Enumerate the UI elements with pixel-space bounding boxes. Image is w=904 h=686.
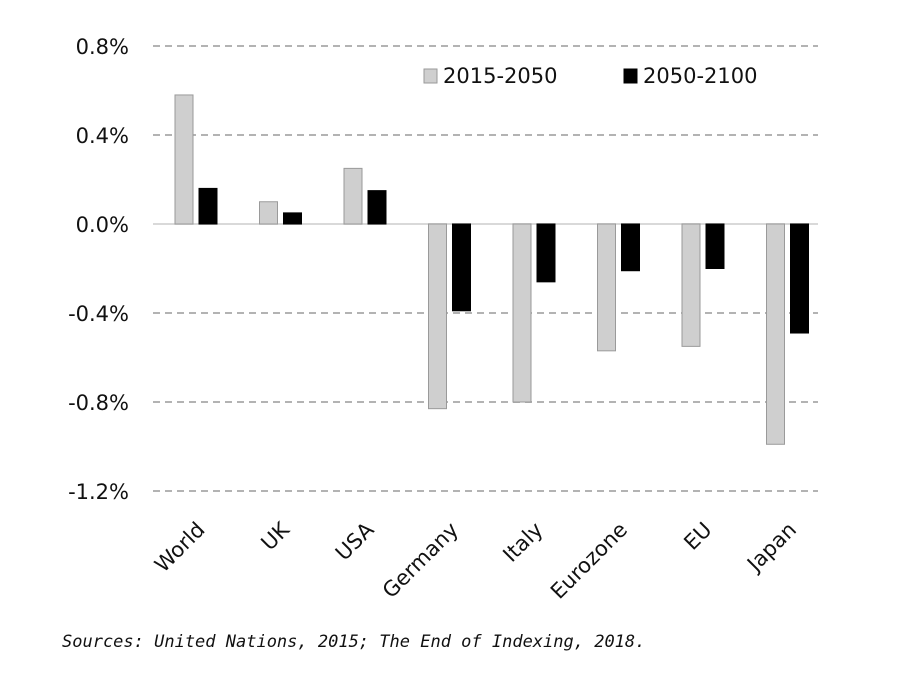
legend-swatch [423, 68, 438, 84]
bar-2015-2050-Eurozone [597, 223, 616, 352]
bar-2015-2050-UK [259, 201, 278, 225]
x-category-label: Italy [498, 518, 547, 567]
bar-2015-2050-USA [343, 167, 363, 225]
x-category-label: World [150, 518, 210, 578]
x-category-label: EU [679, 518, 716, 555]
y-tick-label: 0.0% [76, 213, 129, 237]
x-category-label: Germany [378, 518, 463, 603]
x-category-label: Japan [741, 518, 801, 578]
legend-label: 2050-2100 [643, 64, 757, 88]
legend-swatch [623, 68, 638, 84]
bar-2015-2050-Japan [766, 223, 785, 445]
bar-2050-2100-Eurozone [621, 223, 640, 272]
bar-2015-2050-World [174, 94, 194, 225]
bar-2050-2100-EU [705, 223, 725, 269]
bar-2050-2100-UK [283, 212, 302, 225]
y-tick-label: 0.4% [76, 124, 129, 148]
y-tick-label: 0.8% [76, 35, 129, 59]
bars [174, 94, 809, 445]
x-category-label: USA [331, 517, 379, 565]
x-category-label: UK [256, 517, 294, 555]
bar-chart: 0.8% 0.4% 0.0% -0.4% -0.8% -1.2% World UK USA Ge… [68, 35, 818, 604]
bar-2050-2100-USA [367, 190, 387, 225]
y-tick-label: -1.2% [68, 480, 129, 504]
legend-label: 2015-2050 [443, 64, 557, 88]
bar-2015-2050-EU [681, 223, 701, 347]
bar-2050-2100-Italy [536, 223, 556, 283]
bar-2015-2050-Germany [428, 223, 447, 410]
bar-2015-2050-Italy [512, 223, 532, 403]
y-axis-ticks: 0.8% 0.4% 0.0% -0.4% -0.8% -1.2% [68, 35, 129, 504]
legend: 2015-2050 2050-2100 [423, 64, 757, 88]
y-tick-label: -0.4% [68, 302, 129, 326]
bar-2050-2100-Germany [452, 223, 471, 312]
source-note: Sources: United Nations, 2015; The End o… [62, 632, 646, 652]
bar-2050-2100-Japan [790, 223, 809, 334]
y-tick-label: -0.8% [68, 391, 129, 415]
bar-2050-2100-World [198, 187, 218, 225]
x-category-label: Eurozone [546, 518, 632, 604]
